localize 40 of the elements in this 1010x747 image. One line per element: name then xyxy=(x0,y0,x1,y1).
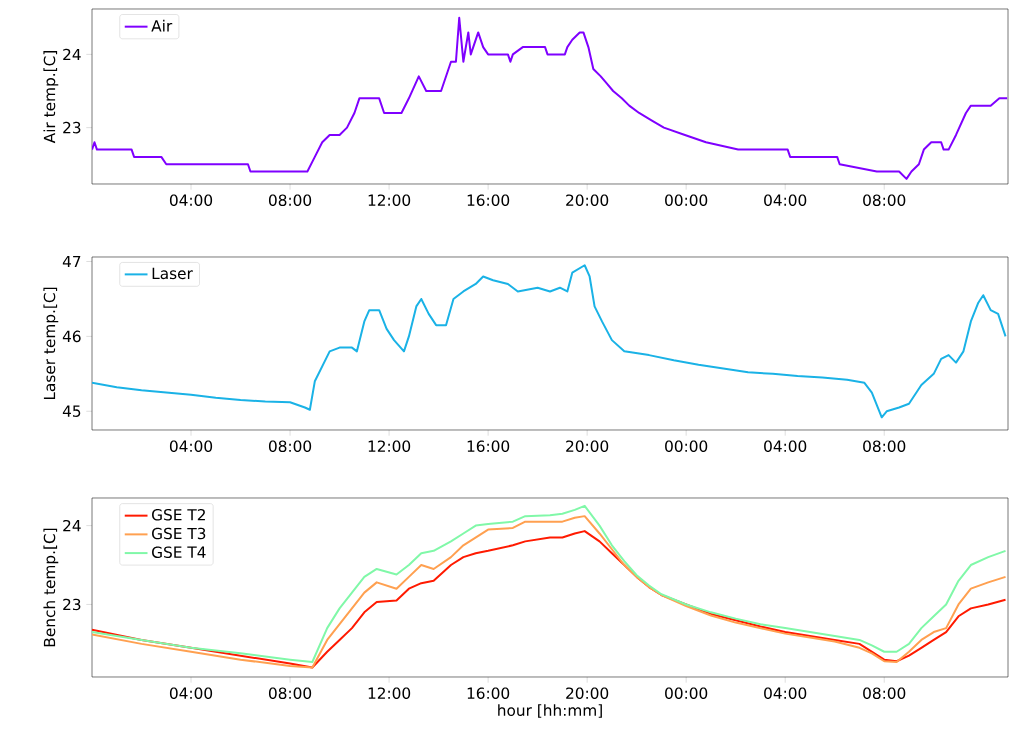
x-tick-label: 16:00 xyxy=(467,440,510,452)
legend-label: Laser xyxy=(152,267,193,280)
x-tick-label: 04:00 xyxy=(169,194,213,206)
x-tick-label: 08:00 xyxy=(268,440,312,452)
x-tick-label: 12:00 xyxy=(368,687,411,699)
legend-label: GSE T2 xyxy=(152,508,205,521)
x-tick-label: 08:00 xyxy=(863,194,906,206)
y-axis-title: Laser temp.[C] xyxy=(43,287,59,400)
x-tick-label: 12:00 xyxy=(368,194,411,206)
x-tick-label: 08:00 xyxy=(863,687,906,699)
x-tick-label: 08:00 xyxy=(863,440,906,452)
y-tick-label: 23 xyxy=(63,598,81,611)
x-tick-label: 08:00 xyxy=(268,194,312,206)
x-tick-label: 04:00 xyxy=(764,440,807,452)
x-tick-label: 00:00 xyxy=(665,687,708,699)
x-tick-label: 16:00 xyxy=(467,687,510,699)
y-tick-label: 46 xyxy=(62,330,81,343)
y-tick-label: 24 xyxy=(63,48,81,61)
x-tick-label: 00:00 xyxy=(665,194,708,206)
x-axis-title: hour [hh:mm] xyxy=(498,704,602,718)
x-tick-label: 08:00 xyxy=(268,687,312,699)
x-tick-label: 04:00 xyxy=(764,687,807,699)
legend-label: GSE T3 xyxy=(152,527,206,540)
y-tick-label: 45 xyxy=(62,405,81,417)
y-tick-label: 23 xyxy=(63,121,81,134)
legend-label: Air xyxy=(151,19,173,32)
legend-label: GSE T4 xyxy=(152,546,206,558)
x-tick-label: 16:00 xyxy=(467,194,510,206)
x-tick-label: 04:00 xyxy=(764,194,807,206)
x-tick-label: 00:00 xyxy=(665,440,708,452)
x-tick-label: 04:00 xyxy=(169,687,213,699)
y-tick-label: 47 xyxy=(62,255,81,268)
x-tick-label: 20:00 xyxy=(566,687,609,699)
y-tick-label: 24 xyxy=(63,519,81,532)
y-axis-title: Bench temp.[C] xyxy=(43,528,59,647)
x-tick-label: 12:00 xyxy=(368,440,411,452)
x-tick-label: 20:00 xyxy=(566,194,609,206)
y-axis-title: Air temp.[C] xyxy=(43,51,59,144)
x-tick-label: 04:00 xyxy=(169,440,213,452)
x-tick-label: 20:00 xyxy=(566,440,609,452)
